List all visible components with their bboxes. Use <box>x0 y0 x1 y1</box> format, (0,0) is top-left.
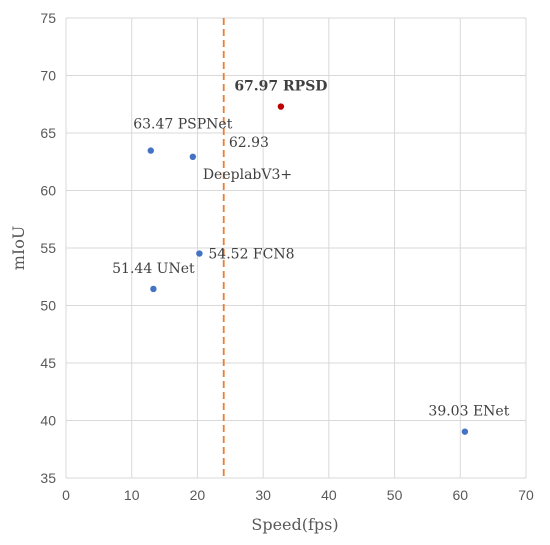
y-tick-label: 60 <box>40 183 56 199</box>
y-tick-label: 50 <box>40 298 56 314</box>
x-tick-label: 60 <box>452 487 468 503</box>
y-tick-label: 35 <box>40 470 56 486</box>
y-tick-label: 70 <box>40 68 56 84</box>
y-tick-label: 45 <box>40 355 56 371</box>
data-point <box>277 103 285 110</box>
data-label: 62.93 <box>229 135 269 151</box>
data-label: 51.44 UNet <box>112 261 195 277</box>
y-tick-label: 65 <box>40 125 56 141</box>
data-label-layer: 63.47 PSPNet 62.93 DeeplabV3+ 54.52 FCN8 51.… <box>112 79 510 420</box>
data-point <box>147 147 154 154</box>
data-point <box>196 250 203 257</box>
data-point <box>150 285 157 293</box>
data-label: 39.03 ENet <box>428 404 509 420</box>
data-label: DeeplabV3+ <box>203 167 292 183</box>
data-label: 63.47 PSPNet <box>133 117 232 133</box>
x-tick-label: 0 <box>62 487 70 503</box>
y-axis-title: mIoU <box>9 226 28 271</box>
grid-layer <box>65 17 527 479</box>
x-tick-label: 40 <box>321 487 337 503</box>
x-tick-label: 20 <box>190 487 206 503</box>
data-point-layer <box>147 103 469 435</box>
x-tick-label: 10 <box>124 487 140 503</box>
x-tick-label: 70 <box>518 487 534 503</box>
data-label: 67.97 RPSD <box>234 79 327 95</box>
x-axis-title: Speed(fps) <box>251 515 338 534</box>
data-label: 54.52 FCN8 <box>208 247 294 263</box>
data-point <box>461 428 469 435</box>
x-tick-label: 30 <box>255 487 271 503</box>
y-tick-label: 55 <box>40 240 56 256</box>
x-tick-label: 50 <box>387 487 403 503</box>
y-tick-label: 40 <box>40 413 56 429</box>
y-tick-label: 75 <box>40 10 56 26</box>
data-point <box>189 153 197 161</box>
tick-label-layer: 0 10 20 30 40 50 60 70 35 40 45 50 55 60 65 70 75 <box>40 10 534 503</box>
